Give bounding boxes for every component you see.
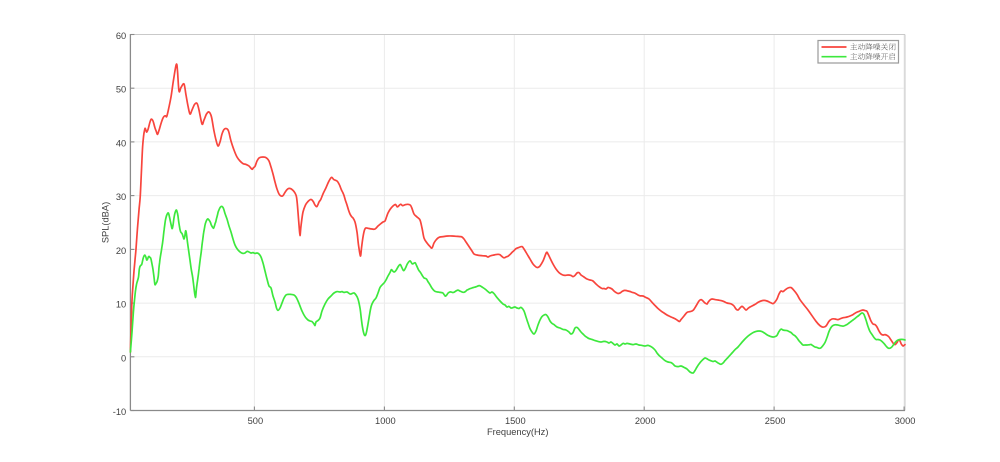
svg-text:2000: 2000 bbox=[635, 416, 656, 426]
svg-text:3000: 3000 bbox=[895, 416, 916, 426]
svg-text:0: 0 bbox=[121, 353, 126, 363]
svg-text:Frequency(Hz): Frequency(Hz) bbox=[487, 427, 548, 437]
svg-text:-10: -10 bbox=[113, 407, 126, 417]
svg-text:10: 10 bbox=[116, 300, 126, 310]
svg-text:1500: 1500 bbox=[505, 416, 526, 426]
svg-text:40: 40 bbox=[116, 138, 126, 148]
svg-text:20: 20 bbox=[116, 246, 126, 256]
svg-text:30: 30 bbox=[116, 192, 126, 202]
svg-text:1000: 1000 bbox=[375, 416, 396, 426]
svg-text:500: 500 bbox=[248, 416, 264, 426]
svg-text:2500: 2500 bbox=[765, 416, 786, 426]
svg-text:SPL(dBA): SPL(dBA) bbox=[101, 202, 111, 243]
svg-text:60: 60 bbox=[116, 31, 126, 41]
svg-text:50: 50 bbox=[116, 85, 126, 95]
